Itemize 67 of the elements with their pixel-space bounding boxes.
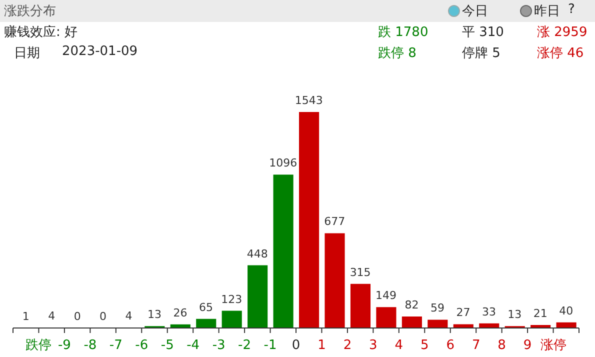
bar [324,233,345,328]
x-tick-label: -2 [238,338,252,353]
x-tick-label: 跌停 [26,338,52,353]
text: ? [568,2,575,17]
x-tick-label: -6 [135,338,148,353]
bar [376,307,396,328]
bar [196,318,216,328]
data-label: 1 [22,310,30,323]
data-label: 40 [559,304,574,318]
x-tick-label: 8 [498,338,506,353]
text: 平 310 [462,24,504,41]
text: 跌停 8 [378,45,416,62]
data-label: 123 [221,292,242,306]
chart-title: 涨跌分布 [4,3,56,20]
x-tick-label: 4 [394,338,404,353]
text: 2023-01-09 [62,44,138,59]
bar [222,310,242,328]
data-label: 1096 [269,156,298,170]
x-tick-label: -5 [160,338,174,353]
data-label: 0 [100,310,107,323]
bar [402,316,422,328]
text: 今日 [462,3,488,20]
text: 涨停 46 [537,45,584,62]
x-tick-label: 1 [318,338,326,353]
data-label: 448 [246,247,268,260]
data-label: 82 [404,298,419,312]
x-tick-label: 9 [523,338,532,353]
data-label: 65 [198,300,213,314]
bar [248,265,268,328]
x-tick-label: 2 [343,338,352,353]
data-label: 0 [74,310,81,323]
data-label: 21 [533,307,548,320]
x-tick-label: 3 [369,338,378,353]
x-tick-label: 7 [472,338,480,353]
text: 跌 1780 [378,24,428,41]
data-label: 4 [48,309,56,322]
data-label: 4 [125,309,132,322]
data-label: 677 [324,215,346,228]
bar [273,174,294,328]
text: 日期 [14,45,40,62]
x-tick-label: 0 [292,338,300,353]
x-tick-label: -8 [84,338,97,353]
bar [350,284,371,328]
x-tick-label: 涨停 [540,338,566,353]
bar [299,112,320,328]
text: 涨 2959 [537,24,588,41]
x-tick-label: 5 [420,338,429,353]
data-label: 13 [508,308,522,322]
bar [453,324,474,328]
data-label: 59 [430,302,444,315]
bar [428,320,448,328]
text: 赚钱效应: 好 [4,24,78,41]
x-tick-label: 6 [446,338,455,353]
x-tick-label: -3 [212,338,226,353]
text: 昨日 [534,3,560,20]
x-tick-label: -1 [264,338,277,353]
x-tick-label: -7 [109,338,122,353]
data-label: 27 [456,306,470,320]
x-tick-label: -4 [186,338,200,353]
data-label: 1543 [294,94,323,107]
x-tick-label: -9 [58,338,71,353]
data-label: 149 [376,289,397,302]
data-label: 26 [173,306,188,320]
data-label: 13 [148,308,162,322]
text: 停牌 5 [462,45,500,62]
data-label: 315 [350,266,371,279]
data-label: 33 [482,305,496,318]
